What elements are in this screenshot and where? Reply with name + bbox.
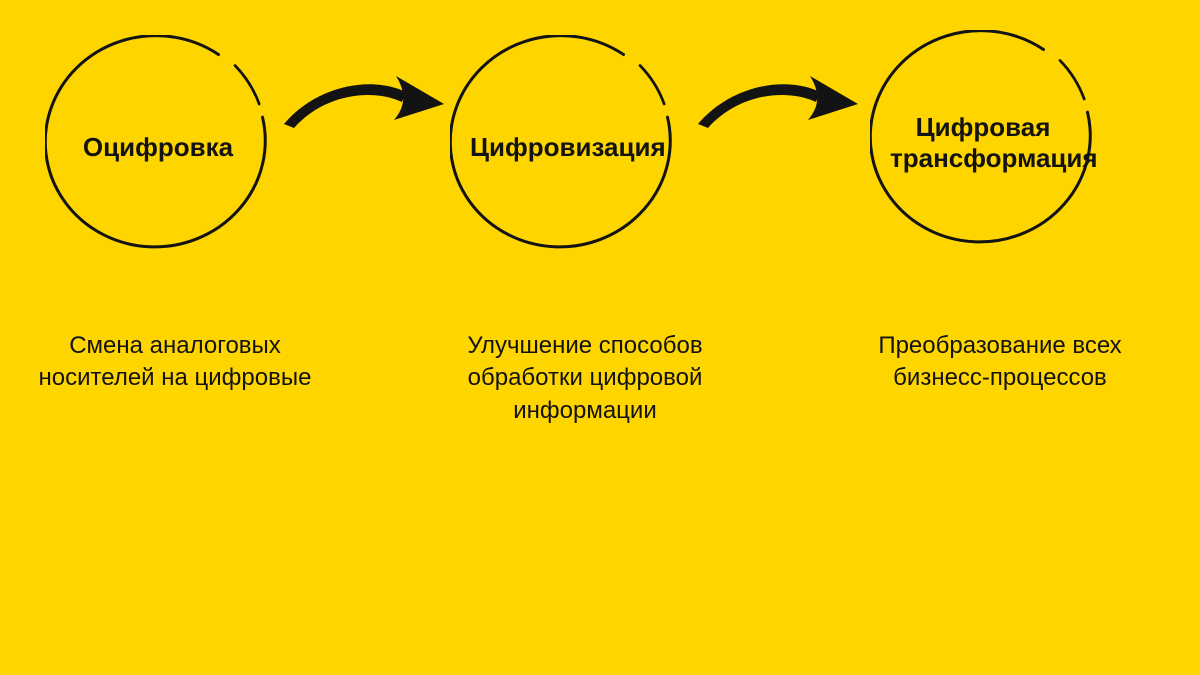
flow-node-description: Улучшение способов обработки цифровой ин… [425, 330, 745, 427]
flow-node-description: Смена аналоговых носителей на цифровые [35, 330, 315, 395]
flow-arrow [692, 70, 862, 140]
flow-node-description: Преобразование всех бизнесс-процессов [860, 330, 1140, 395]
flow-node-label: Оцифровка [71, 132, 245, 163]
flow-node-n1: Оцифровка [45, 35, 271, 261]
flow-node-n2: Цифровизация [450, 35, 676, 261]
flow-node-n3: Цифровая трансформация [870, 30, 1096, 256]
flow-node-label: Цифровизация [458, 132, 668, 163]
infographic-canvas: Оцифровка Смена аналоговых носителей на ц… [0, 0, 1200, 675]
flow-arrow [278, 70, 448, 140]
flow-node-label: Цифровая трансформация [878, 112, 1088, 174]
